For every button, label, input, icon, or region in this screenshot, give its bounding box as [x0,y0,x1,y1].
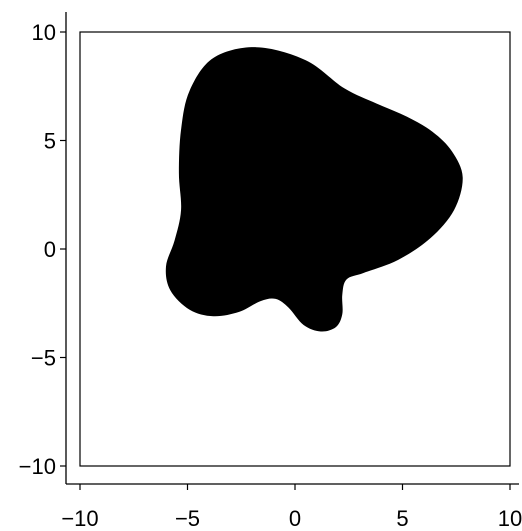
data-region-group [165,47,463,332]
y-tick-label: −5 [31,346,56,371]
filled-region-0 [165,47,463,332]
x-tick-label: 10 [498,506,522,531]
x-tick-label: 0 [289,506,301,531]
plot-frame [79,31,511,467]
y-tick-label: 10 [32,20,56,45]
x-tick-label: 5 [396,506,408,531]
x-tick-label: −5 [175,506,200,531]
y-tick-label: −10 [19,454,56,479]
plot-area-box [79,31,511,467]
axes: −10 −5 0 5 10 −10 −5 0 5 10 [19,12,522,531]
y-tick-label: 5 [44,129,56,154]
y-tick-label: 0 [44,237,56,262]
x-tick-label: −10 [61,506,98,531]
